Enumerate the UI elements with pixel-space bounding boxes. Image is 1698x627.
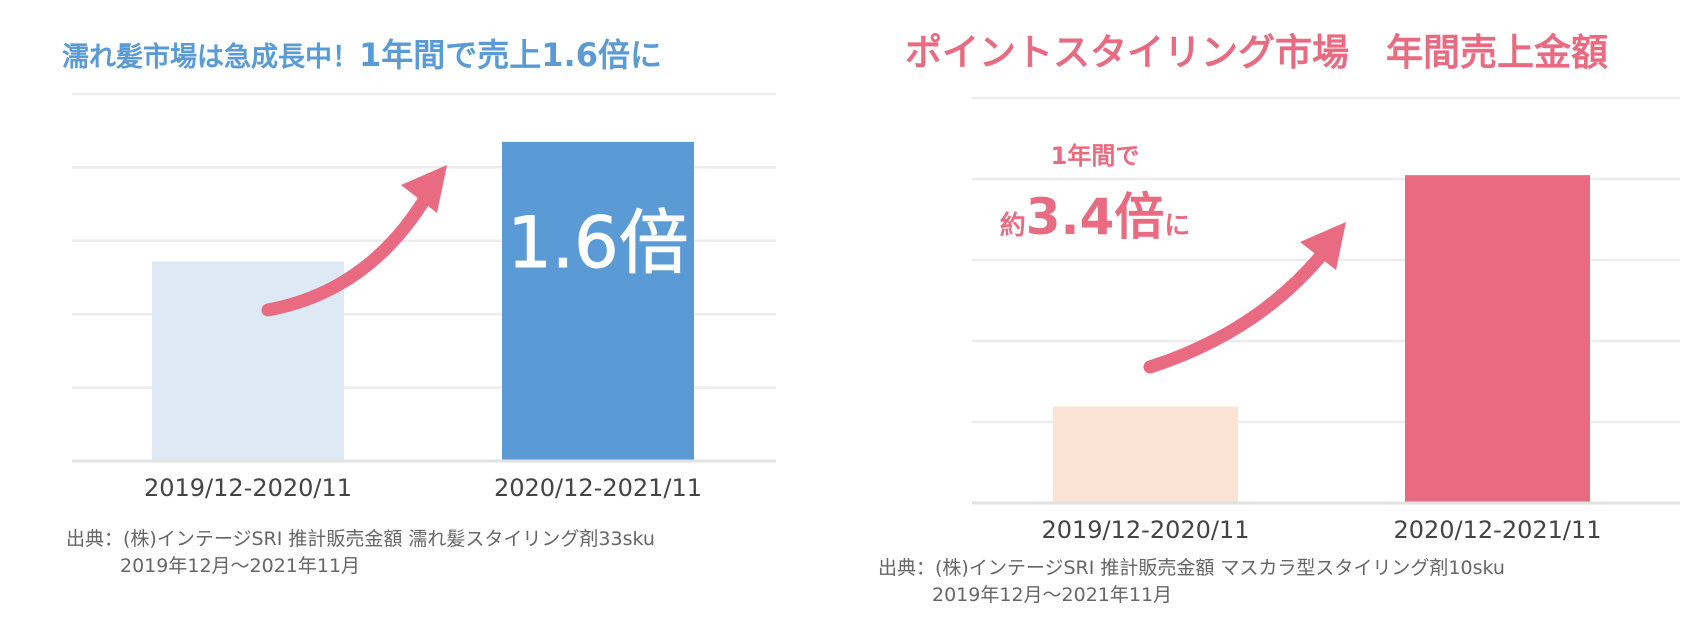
bar — [502, 141, 694, 461]
chart-title-emphasis: 1年間で売上1.6倍に — [359, 36, 662, 74]
growth-arrow — [261, 178, 440, 317]
chart-source-note: 出典：(株)インテージSRI 推計販売金額 濡れ髪スタイリング剤33sku 20… — [66, 526, 655, 580]
source-period: 2019年12月～2021年11月 — [932, 584, 1173, 606]
bar — [1405, 175, 1590, 503]
chart-title: ポイントスタイリング市場 年間売上金額 — [905, 31, 1608, 74]
chart-title-prefix: 濡れ髪市場は急成長中！ — [62, 42, 359, 73]
growth-arrow-head — [1300, 222, 1346, 270]
chart-title: 濡れ髪市場は急成長中！1年間で売上1.6倍に — [62, 30, 662, 76]
bar-chart-svg: 2019/12-2020/11 2020/12-2021/11 1.6倍 — [72, 92, 776, 502]
x-tick-label: 2020/12-2021/11 — [494, 474, 702, 502]
x-tick-label: 2019/12-2020/11 — [144, 474, 352, 502]
growth-arrow-head — [401, 165, 447, 213]
source-period: 2019年12月～2021年11月 — [120, 555, 361, 577]
annotation-post: に — [1164, 211, 1190, 241]
growth-annotation-line2: 約3.4倍に — [1000, 188, 1191, 246]
bar — [1053, 406, 1238, 503]
x-tick-label: 2019/12-2020/11 — [1041, 516, 1249, 544]
growth-annotation: 1.6倍 — [507, 202, 688, 284]
annotation-big: 3.4倍 — [1026, 188, 1165, 246]
left-chart-panel: 濡れ髪市場は急成長中！1年間で売上1.6倍に 2019/12-2020/11 20… — [0, 0, 780, 627]
growth-annotation-line1: 1年間で — [1051, 142, 1140, 170]
source-line: 出典：(株)インテージSRI 推計販売金額 マスカラ型スタイリング剤10sku — [878, 557, 1505, 579]
source-line: 出典：(株)インテージSRI 推計販売金額 濡れ髪スタイリング剤33sku — [66, 528, 655, 550]
growth-arrow — [1143, 235, 1339, 374]
chart-source-note: 出典：(株)インテージSRI 推計販売金額 マスカラ型スタイリング剤10sku … — [878, 555, 1505, 609]
annotation-pre: 約 — [1000, 210, 1026, 241]
right-chart-panel: ポイントスタイリング市場 年間売上金額 2019/12-2020/11 2020/… — [878, 0, 1698, 627]
x-tick-label: 2020/12-2021/11 — [1393, 516, 1601, 544]
